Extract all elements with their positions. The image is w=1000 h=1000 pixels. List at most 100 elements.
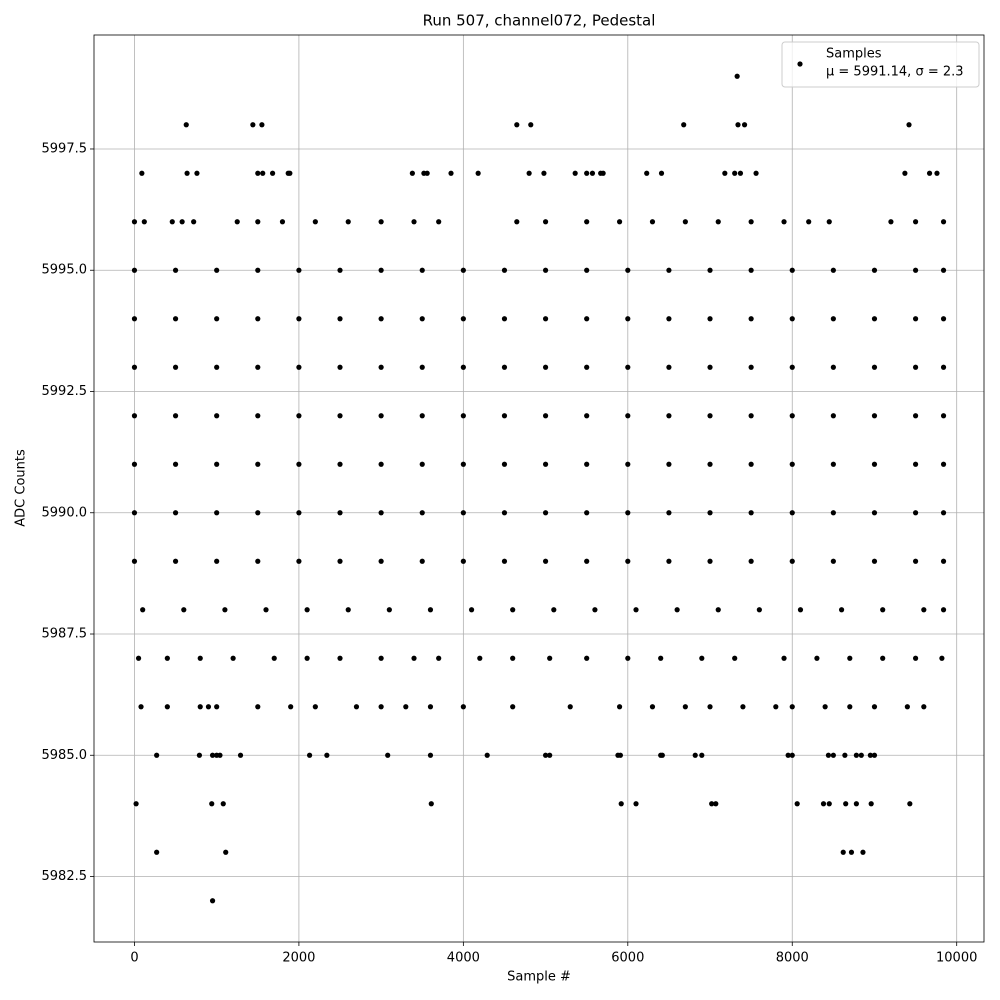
point — [789, 752, 795, 758]
point — [902, 170, 908, 176]
point — [419, 267, 425, 273]
point — [867, 752, 873, 758]
point — [826, 219, 832, 225]
point — [748, 413, 754, 419]
point — [220, 801, 226, 807]
point — [912, 655, 919, 661]
point — [848, 849, 855, 855]
point — [625, 413, 631, 419]
point — [378, 461, 384, 467]
point — [825, 752, 832, 758]
point — [934, 170, 940, 176]
point — [584, 461, 590, 467]
point — [741, 122, 748, 128]
point — [172, 364, 179, 370]
point — [306, 752, 313, 758]
point — [501, 316, 508, 322]
point — [288, 704, 294, 710]
point — [748, 510, 754, 516]
point — [748, 364, 754, 370]
point — [681, 122, 687, 128]
point — [838, 607, 845, 613]
point — [753, 170, 759, 176]
point — [789, 461, 795, 467]
point — [501, 267, 508, 273]
point — [378, 655, 384, 661]
point — [699, 752, 705, 758]
point — [223, 849, 229, 855]
point — [616, 219, 623, 225]
point — [296, 267, 302, 273]
point — [666, 461, 672, 467]
point — [858, 752, 864, 758]
point — [789, 510, 795, 516]
legend: Samples μ = 5991.14, σ = 2.3 — [781, 41, 980, 88]
x-tick-label: 2000 — [282, 951, 315, 966]
point — [184, 170, 190, 176]
point — [337, 655, 343, 661]
point — [871, 316, 878, 322]
chart-title: Run 507, channel072, Pedestal — [423, 12, 656, 30]
point — [419, 364, 425, 370]
point — [501, 510, 508, 516]
point — [748, 461, 754, 467]
point — [789, 267, 795, 273]
point — [255, 316, 261, 322]
point — [926, 170, 933, 176]
point — [732, 170, 738, 176]
point — [584, 510, 590, 516]
point — [209, 752, 216, 758]
point — [131, 413, 138, 419]
point — [625, 510, 631, 516]
point — [378, 413, 384, 419]
point — [921, 704, 927, 710]
point — [448, 170, 454, 176]
point — [460, 704, 466, 710]
point — [250, 122, 256, 128]
point — [419, 461, 425, 467]
y-tick-label: 5990.0 — [42, 505, 88, 520]
point — [853, 752, 859, 758]
point — [871, 752, 878, 758]
point — [337, 461, 343, 467]
point — [713, 801, 719, 807]
point — [748, 267, 754, 273]
point — [541, 170, 547, 176]
point — [131, 219, 138, 225]
point — [131, 558, 138, 564]
point — [888, 219, 894, 225]
point — [141, 219, 147, 225]
point — [424, 170, 430, 176]
point — [830, 752, 836, 758]
point — [214, 704, 220, 710]
legend-stats: μ = 5991.14, σ = 2.3 — [826, 65, 964, 80]
point — [871, 461, 878, 467]
point — [871, 364, 878, 370]
point — [847, 655, 853, 661]
point — [542, 267, 549, 273]
point — [214, 413, 220, 419]
point — [912, 558, 919, 564]
point — [871, 558, 878, 564]
point — [164, 655, 170, 661]
point — [214, 267, 220, 273]
point — [633, 801, 639, 807]
point — [263, 607, 269, 613]
point — [501, 461, 508, 467]
point — [304, 607, 310, 613]
point — [940, 558, 947, 564]
point — [324, 752, 330, 758]
point — [460, 558, 466, 564]
point — [584, 316, 590, 322]
point — [842, 752, 848, 758]
point — [830, 558, 836, 564]
point — [172, 510, 179, 516]
point — [707, 510, 713, 516]
point — [378, 704, 384, 710]
point — [255, 267, 261, 273]
point — [940, 316, 947, 322]
point — [296, 510, 302, 516]
point — [748, 558, 754, 564]
point — [748, 219, 754, 225]
point — [255, 558, 261, 564]
